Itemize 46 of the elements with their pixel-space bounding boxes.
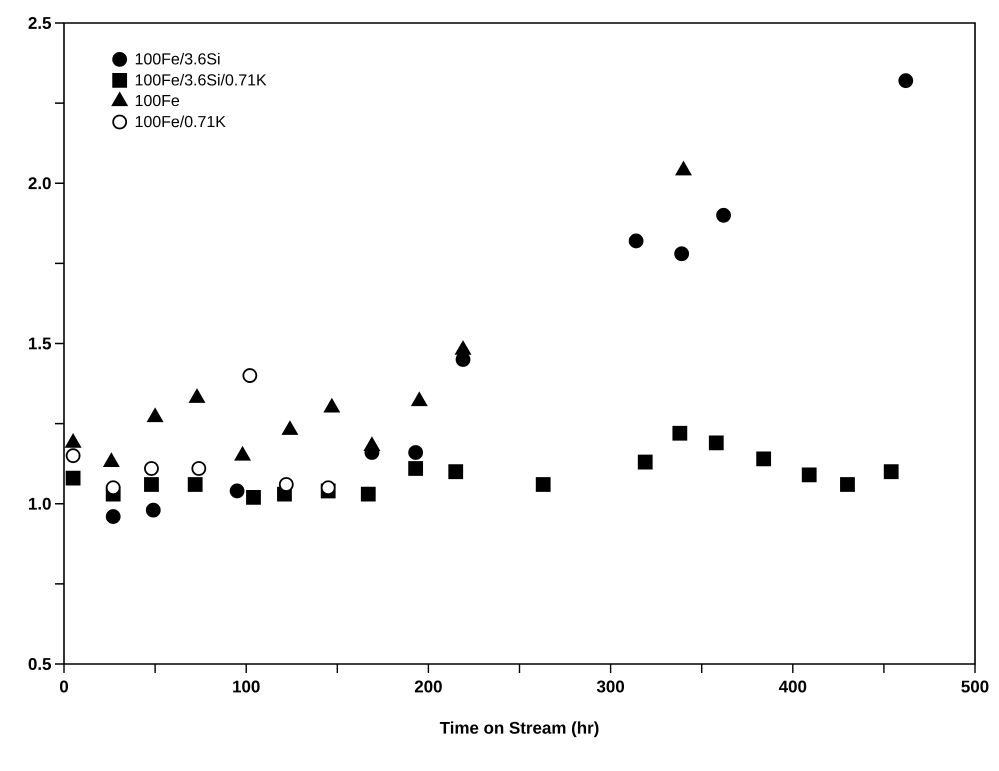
x-tick-label: 200 [414,680,442,693]
x-tick-label: 0 [60,680,68,693]
point [246,490,261,505]
point [628,234,644,248]
point [756,451,772,466]
x-tick-label: 100 [233,680,260,693]
legend-label: 100Fe/3.6Si [136,52,220,65]
y-tick-label: 1.5 [28,338,52,350]
point [106,509,121,524]
point [106,480,121,496]
point [802,468,817,482]
point [66,448,81,464]
point [191,461,206,476]
point [408,461,424,476]
y-tick-label: 0.5 [28,658,52,670]
x-tick-label: 400 [778,680,806,693]
point [230,484,244,498]
point [144,477,159,492]
x-tick-label: 300 [596,680,624,693]
point [672,426,688,441]
y-tick-label: 2.0 [28,177,51,190]
point [884,464,899,480]
x-tick-label: 500 [961,680,988,693]
x-axis-title: Time on Stream (hr) [440,721,598,738]
point [716,208,731,223]
point [188,477,203,492]
point [408,445,424,460]
point [448,464,464,480]
legend-label: 100Fe/3.6Si/0.71K [136,74,266,86]
point [536,477,551,492]
legend-label: 100Fe/0.71K [136,115,226,128]
point [840,477,855,492]
point [638,454,653,470]
point [146,502,161,518]
point [320,480,336,496]
point [360,486,376,502]
point [66,470,81,486]
point [144,461,159,476]
point [708,435,724,450]
legend-label: 100Fe [136,94,180,106]
y-tick-label: 1.0 [28,498,51,510]
point [674,246,690,262]
point [278,477,294,492]
point [242,368,258,383]
y-tick-label: 2.5 [28,16,52,29]
point [898,73,914,88]
